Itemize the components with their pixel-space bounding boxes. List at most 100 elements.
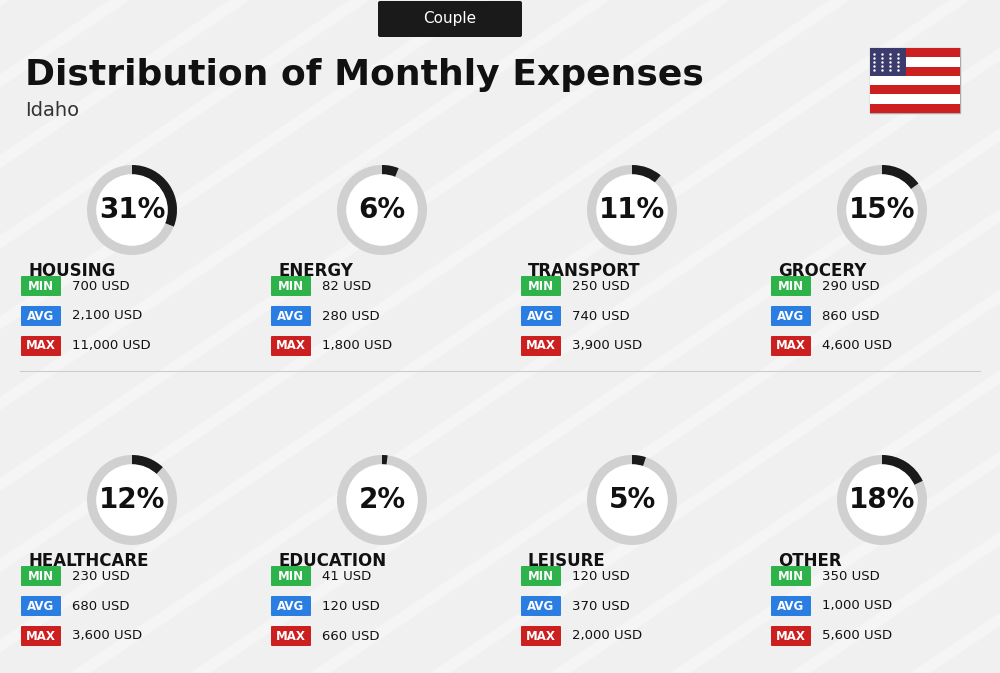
FancyBboxPatch shape <box>521 596 561 616</box>
Text: GROCERY: GROCERY <box>778 262 866 280</box>
Circle shape <box>847 465 917 535</box>
Wedge shape <box>587 165 677 255</box>
Bar <box>870 67 960 76</box>
Text: MAX: MAX <box>526 339 556 353</box>
Text: MIN: MIN <box>528 279 554 293</box>
Text: 4,600 USD: 4,600 USD <box>822 339 892 353</box>
Wedge shape <box>587 455 677 545</box>
FancyBboxPatch shape <box>521 276 561 296</box>
Text: 280 USD: 280 USD <box>322 310 380 322</box>
Text: AVG: AVG <box>777 600 805 612</box>
Text: MAX: MAX <box>276 339 306 353</box>
Text: AVG: AVG <box>27 310 55 322</box>
Wedge shape <box>882 165 918 189</box>
Text: 5,600 USD: 5,600 USD <box>822 629 892 643</box>
Text: 290 USD: 290 USD <box>822 279 880 293</box>
Text: 6%: 6% <box>358 196 406 224</box>
Text: 3,900 USD: 3,900 USD <box>572 339 642 353</box>
Text: AVG: AVG <box>527 600 555 612</box>
Text: 5%: 5% <box>608 486 656 514</box>
Text: 12%: 12% <box>99 486 165 514</box>
Text: MIN: MIN <box>278 279 304 293</box>
Circle shape <box>347 465 417 535</box>
Bar <box>870 94 960 104</box>
Circle shape <box>597 465 667 535</box>
Text: MIN: MIN <box>778 279 804 293</box>
FancyBboxPatch shape <box>271 566 311 586</box>
Wedge shape <box>382 455 388 465</box>
Text: 18%: 18% <box>849 486 915 514</box>
FancyBboxPatch shape <box>378 1 522 37</box>
Circle shape <box>97 465 167 535</box>
Text: MAX: MAX <box>276 629 306 643</box>
Text: 740 USD: 740 USD <box>572 310 630 322</box>
Text: AVG: AVG <box>27 600 55 612</box>
Text: 860 USD: 860 USD <box>822 310 880 322</box>
Wedge shape <box>132 165 177 227</box>
Text: 11,000 USD: 11,000 USD <box>72 339 151 353</box>
Circle shape <box>97 175 167 245</box>
Text: 15%: 15% <box>849 196 915 224</box>
Text: 31%: 31% <box>99 196 165 224</box>
Text: 660 USD: 660 USD <box>322 629 380 643</box>
Circle shape <box>597 175 667 245</box>
FancyBboxPatch shape <box>521 626 561 646</box>
FancyBboxPatch shape <box>21 276 61 296</box>
Text: 3,600 USD: 3,600 USD <box>72 629 142 643</box>
Text: AVG: AVG <box>277 600 305 612</box>
Text: TRANSPORT: TRANSPORT <box>528 262 641 280</box>
Text: MAX: MAX <box>26 339 56 353</box>
FancyBboxPatch shape <box>521 566 561 586</box>
Text: 2,100 USD: 2,100 USD <box>72 310 142 322</box>
Bar <box>870 48 960 57</box>
Text: MIN: MIN <box>28 569 54 583</box>
FancyBboxPatch shape <box>771 566 811 586</box>
Bar <box>870 57 960 67</box>
Text: HEALTHCARE: HEALTHCARE <box>28 552 148 570</box>
Text: MIN: MIN <box>28 279 54 293</box>
Wedge shape <box>132 455 163 474</box>
FancyBboxPatch shape <box>771 306 811 326</box>
Wedge shape <box>382 165 399 178</box>
FancyBboxPatch shape <box>271 596 311 616</box>
Bar <box>870 48 906 76</box>
Text: EDUCATION: EDUCATION <box>278 552 386 570</box>
Text: 82 USD: 82 USD <box>322 279 371 293</box>
Text: 120 USD: 120 USD <box>322 600 380 612</box>
FancyBboxPatch shape <box>521 306 561 326</box>
Text: 700 USD: 700 USD <box>72 279 130 293</box>
Text: 680 USD: 680 USD <box>72 600 130 612</box>
Text: HOUSING: HOUSING <box>28 262 115 280</box>
Text: OTHER: OTHER <box>778 552 842 570</box>
Text: AVG: AVG <box>527 310 555 322</box>
FancyBboxPatch shape <box>21 336 61 356</box>
Text: MIN: MIN <box>278 569 304 583</box>
Text: AVG: AVG <box>777 310 805 322</box>
Text: MIN: MIN <box>528 569 554 583</box>
Text: Distribution of Monthly Expenses: Distribution of Monthly Expenses <box>25 58 704 92</box>
Text: 1,000 USD: 1,000 USD <box>822 600 892 612</box>
FancyBboxPatch shape <box>521 336 561 356</box>
FancyBboxPatch shape <box>21 306 61 326</box>
FancyBboxPatch shape <box>21 626 61 646</box>
Text: 350 USD: 350 USD <box>822 569 880 583</box>
Text: 2%: 2% <box>358 486 406 514</box>
Bar <box>870 104 960 113</box>
Wedge shape <box>337 165 427 255</box>
FancyBboxPatch shape <box>21 566 61 586</box>
Text: Idaho: Idaho <box>25 101 79 120</box>
Text: 230 USD: 230 USD <box>72 569 130 583</box>
Wedge shape <box>87 455 177 545</box>
FancyBboxPatch shape <box>271 306 311 326</box>
Text: Couple: Couple <box>423 11 477 26</box>
Wedge shape <box>87 165 177 255</box>
FancyBboxPatch shape <box>771 626 811 646</box>
Circle shape <box>847 175 917 245</box>
Text: 1,800 USD: 1,800 USD <box>322 339 392 353</box>
Text: 250 USD: 250 USD <box>572 279 630 293</box>
Text: ENERGY: ENERGY <box>278 262 353 280</box>
Text: MAX: MAX <box>526 629 556 643</box>
Text: 41 USD: 41 USD <box>322 569 371 583</box>
FancyBboxPatch shape <box>771 276 811 296</box>
Text: LEISURE: LEISURE <box>528 552 606 570</box>
